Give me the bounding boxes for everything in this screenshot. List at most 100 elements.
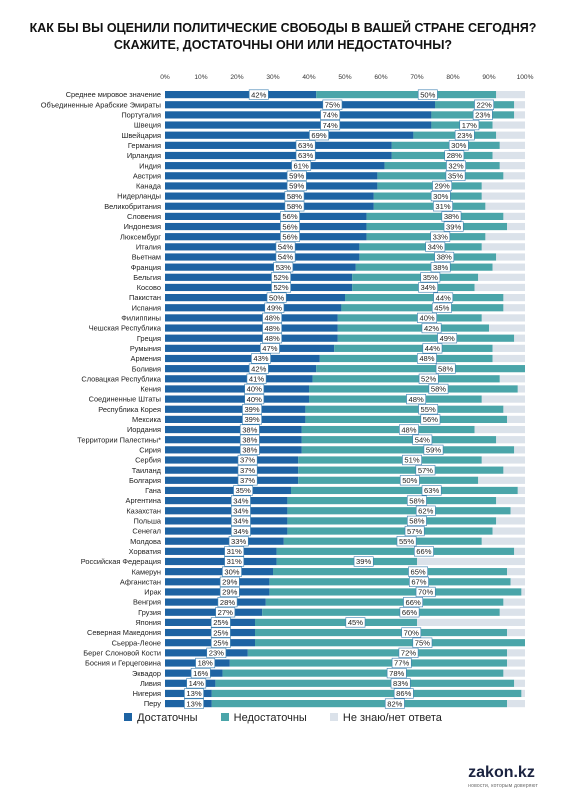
value-label-sufficient-text: 52% (273, 273, 288, 282)
bar-sufficient (165, 304, 342, 312)
value-label-insufficient-box (415, 465, 436, 476)
title-line-1: КАК БЫ ВЫ ОЦЕНИЛИ ПОЛИТИЧЕСКИЕ СВОБОДЫ В… (29, 21, 537, 35)
category-label: Швеция (134, 121, 161, 130)
value-label-sufficient-text: 34% (233, 517, 248, 526)
value-label-sufficient: 42% (248, 89, 269, 100)
bar-insufficient (337, 324, 489, 332)
bar-sufficient (165, 395, 309, 403)
value-label-insufficient-box (430, 231, 451, 242)
value-label-sufficient-box (291, 160, 312, 171)
value-label-insufficient: 83% (390, 678, 411, 689)
bar-sufficient (165, 253, 360, 261)
value-label-sufficient-text: 31% (227, 557, 242, 566)
value-label-insufficient-box (399, 475, 420, 486)
bar-insufficient (298, 466, 504, 474)
value-label-insufficient-text: 29% (435, 182, 450, 191)
category-label: Босния и Герцеговина (85, 659, 162, 668)
value-label-insufficient-box (386, 668, 407, 679)
bar-dontknow (510, 507, 525, 515)
value-label-sufficient-box (219, 586, 240, 598)
value-label-insufficient-text: 38% (433, 263, 448, 272)
value-label-insufficient-text: 57% (407, 527, 422, 536)
value-label-sufficient-box (262, 333, 283, 344)
value-label-sufficient-text: 16% (193, 669, 208, 678)
value-label-insufficient-box (432, 180, 453, 192)
bar-sufficient (165, 436, 302, 444)
bar-sufficient (165, 243, 360, 251)
value-label-sufficient: 28% (217, 596, 238, 608)
value-label-insufficient: 75% (412, 637, 433, 648)
value-label-insufficient-text: 75% (415, 638, 430, 647)
value-label-insufficient-box (435, 363, 456, 374)
value-label-sufficient-box (271, 272, 291, 283)
legend-swatch-sufficient (124, 713, 133, 722)
value-label-sufficient: 27% (215, 607, 236, 618)
value-label-insufficient-box (472, 109, 493, 120)
value-label-sufficient: 37% (237, 475, 258, 486)
value-label-insufficient-box (428, 383, 449, 395)
category-label: Люксембург (120, 232, 161, 241)
value-label-insufficient: 62% (415, 505, 436, 516)
value-label-sufficient-text: 54% (278, 243, 293, 252)
value-label-sufficient: 59% (286, 170, 307, 181)
value-label-sufficient: 61% (291, 160, 312, 171)
value-label-sufficient-box (210, 637, 231, 648)
bar-sufficient (165, 527, 288, 535)
value-label-insufficient-text: 31% (435, 202, 450, 211)
bar-sufficient (165, 354, 320, 363)
bar-dontknow (507, 222, 525, 231)
value-label-insufficient: 70% (415, 586, 436, 598)
bar-sufficient (165, 618, 255, 626)
value-label-insufficient-box (418, 373, 439, 384)
value-label-sufficient-text: 25% (213, 628, 228, 637)
category-label: Ирландия (127, 151, 161, 160)
value-label-sufficient: 38% (239, 444, 260, 455)
bar-sufficient (165, 314, 338, 322)
bar-insufficient (262, 608, 500, 616)
value-label-sufficient-text: 63% (298, 141, 313, 150)
value-label-sufficient-box (242, 404, 262, 415)
value-label-insufficient: 40% (417, 312, 437, 324)
value-label-sufficient-text: 48% (265, 324, 280, 333)
legend-swatch-insufficient (220, 713, 229, 722)
value-label-insufficient-text: 67% (411, 578, 426, 587)
value-label-sufficient-box (248, 363, 269, 374)
bar-dontknow (417, 557, 525, 566)
bar-dontknow (503, 669, 525, 677)
value-label-sufficient-text: 27% (218, 608, 233, 617)
x-tick-label: 10% (194, 74, 207, 81)
category-label: Япония (135, 618, 161, 627)
bar-dontknow (481, 395, 525, 403)
value-label-insufficient-box (408, 566, 428, 577)
value-label-sufficient-box (222, 566, 242, 577)
bar-dontknow (503, 598, 525, 606)
value-label-sufficient-text: 59% (289, 182, 304, 191)
value-label-insufficient: 65% (408, 566, 428, 577)
value-label-insufficient-box (423, 444, 444, 455)
bar-sufficient (165, 111, 432, 119)
bar-dontknow (517, 486, 525, 495)
value-label-sufficient-box (210, 617, 231, 628)
value-label-sufficient: 25% (210, 627, 231, 638)
value-label-sufficient-text: 56% (282, 232, 297, 241)
value-label-sufficient: 58% (284, 191, 305, 202)
bar-sufficient (165, 588, 270, 596)
value-label-insufficient-text: 66% (416, 547, 431, 556)
value-label-sufficient-text: 34% (233, 527, 248, 536)
value-label-sufficient: 63% (295, 150, 316, 161)
value-label-insufficient-text: 28% (447, 151, 462, 160)
value-label-sufficient-text: 56% (282, 212, 297, 221)
category-label: Болгария (129, 476, 161, 485)
x-tick-label: 20% (230, 74, 243, 81)
value-label-sufficient-box (295, 140, 316, 151)
value-label-insufficient: 44% (422, 343, 443, 354)
value-label-insufficient-text: 70% (404, 628, 419, 637)
value-label-sufficient: 63% (295, 140, 316, 151)
value-label-sufficient-text: 40% (247, 395, 262, 404)
bar-sufficient (165, 151, 392, 160)
category-label: Словения (127, 212, 161, 221)
category-label: Великобритания (104, 202, 161, 211)
value-label-sufficient-box (286, 180, 307, 192)
logo: zakon.kz новости, которым доверяют (468, 764, 538, 789)
logo-tagline: новости, которым доверяют (468, 783, 538, 789)
